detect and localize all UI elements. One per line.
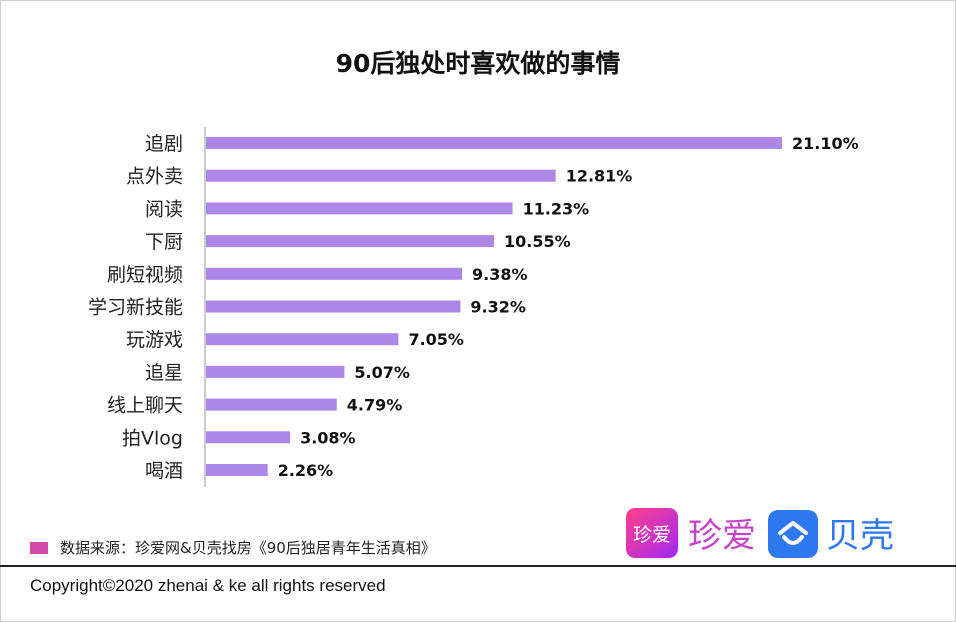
data-label: 4.79% bbox=[347, 396, 403, 415]
legend-swatch bbox=[30, 541, 48, 554]
data-label: 7.05% bbox=[408, 330, 464, 349]
bar bbox=[206, 365, 345, 378]
bar bbox=[206, 333, 399, 346]
zhenai-logo-icon: 珍爱 bbox=[626, 508, 678, 558]
data-label: 3.08% bbox=[300, 428, 356, 447]
bar bbox=[206, 137, 782, 149]
category-label: 阅读 bbox=[145, 198, 183, 220]
category-label: 喝酒 bbox=[145, 460, 183, 482]
data-label: 9.32% bbox=[470, 298, 526, 317]
bar bbox=[206, 300, 461, 313]
ke-logo-icon bbox=[768, 510, 818, 558]
category-label: 追剧 bbox=[145, 133, 183, 155]
bar bbox=[206, 267, 463, 280]
data-label: 12.81% bbox=[566, 167, 633, 186]
category-label: 拍Vlog bbox=[122, 427, 183, 449]
category-label: 刷短视频 bbox=[107, 264, 183, 286]
ke-logo-text: 贝壳 bbox=[826, 516, 894, 556]
category-label: 学习新技能 bbox=[88, 297, 183, 319]
legend: 数据来源：珍爱网&贝壳找房《90后独居青年生活真相》 bbox=[30, 537, 436, 558]
zhenai-logo-text: 珍爱 bbox=[688, 516, 756, 556]
chart-title: 90后独处时喜欢做的事情 bbox=[335, 49, 621, 78]
data-label: 10.55% bbox=[504, 232, 571, 251]
bar bbox=[206, 464, 268, 476]
category-label: 下厨 bbox=[145, 231, 183, 253]
data-label: 9.38% bbox=[472, 265, 528, 284]
bar bbox=[206, 202, 513, 215]
copyright: Copyright©2020 zhenai & ke all rights re… bbox=[30, 576, 386, 595]
bar bbox=[206, 431, 291, 444]
category-label: 点外卖 bbox=[126, 166, 183, 188]
footer-divider bbox=[0, 565, 956, 567]
data-label: 21.10% bbox=[792, 134, 859, 153]
data-label: 2.26% bbox=[278, 461, 334, 480]
category-label: 玩游戏 bbox=[126, 329, 183, 351]
data-label: 11.23% bbox=[523, 199, 590, 218]
data-label: 5.07% bbox=[354, 363, 410, 382]
bar bbox=[206, 169, 556, 182]
bar bbox=[206, 398, 337, 411]
bar bbox=[206, 235, 494, 248]
category-label: 线上聊天 bbox=[107, 395, 183, 417]
legend-text: 数据来源：珍爱网&贝壳找房《90后独居青年生活真相》 bbox=[60, 539, 436, 557]
category-label: 追星 bbox=[145, 362, 183, 384]
